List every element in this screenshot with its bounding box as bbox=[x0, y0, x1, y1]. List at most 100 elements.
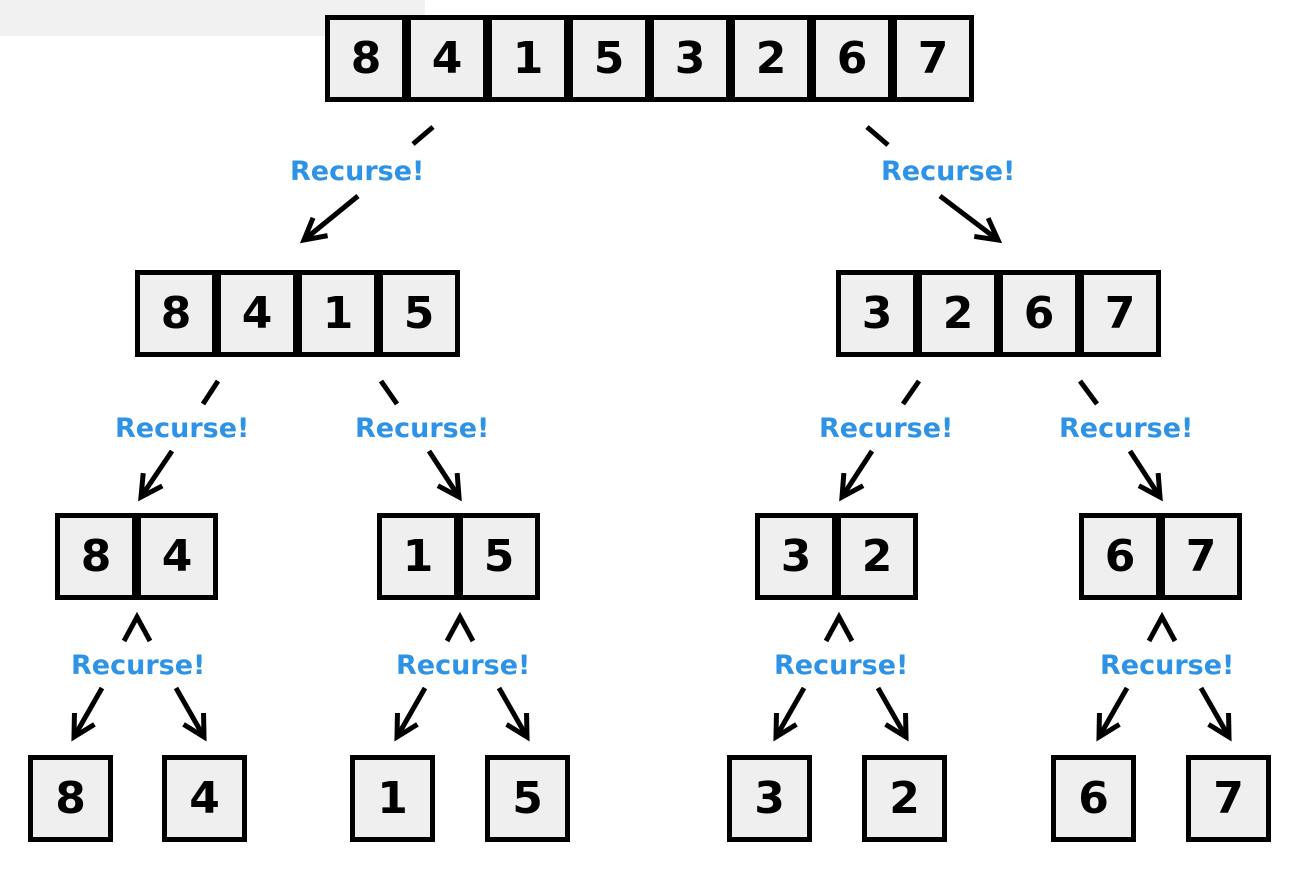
arrow-head bbox=[436, 472, 462, 502]
cell-value: 8 bbox=[80, 530, 112, 582]
array-cell: 1 bbox=[350, 755, 435, 842]
cell-value: 3 bbox=[780, 530, 812, 582]
array-cell: 5 bbox=[568, 15, 650, 102]
array-cell: 5 bbox=[378, 270, 460, 357]
cell-value: 6 bbox=[1078, 772, 1109, 824]
cell-value: 7 bbox=[1213, 772, 1244, 824]
array-cell: 2 bbox=[862, 755, 947, 842]
recurse-label: Recurse! bbox=[1059, 413, 1194, 444]
cell-value: 4 bbox=[161, 530, 193, 582]
array-cell: 6 bbox=[811, 15, 893, 102]
arrow-shaft-upper bbox=[200, 379, 221, 406]
arrow-shaft-lower bbox=[138, 449, 175, 499]
array-cell: 7 bbox=[892, 15, 974, 102]
caret-mark bbox=[444, 611, 476, 643]
array-cell: 8 bbox=[325, 15, 407, 102]
recurse-label: Recurse! bbox=[881, 156, 1016, 187]
array-cell: 5 bbox=[485, 755, 570, 842]
cell-value: 1 bbox=[402, 530, 434, 582]
array-cell: 6 bbox=[998, 270, 1080, 357]
cell-value: 5 bbox=[512, 772, 543, 824]
arrow-head bbox=[1207, 712, 1232, 742]
arrow-head bbox=[182, 712, 207, 742]
arrow-shaft-lower bbox=[1198, 686, 1232, 739]
cell-value: 6 bbox=[1104, 530, 1136, 582]
arrow-shaft-lower bbox=[773, 686, 807, 739]
array-cell: 2 bbox=[917, 270, 999, 357]
cell-value: 5 bbox=[593, 32, 625, 84]
array-cell: 4 bbox=[162, 755, 247, 842]
cell-value: 1 bbox=[377, 772, 408, 824]
recurse-label: Recurse! bbox=[290, 156, 425, 187]
array-cell: 2 bbox=[730, 15, 812, 102]
array-cell: 7 bbox=[1079, 270, 1161, 357]
array-cell: 1 bbox=[297, 270, 379, 357]
cell-value: 2 bbox=[889, 772, 920, 824]
cell-value: 8 bbox=[350, 32, 382, 84]
recurse-label: Recurse! bbox=[1100, 650, 1235, 681]
arrow-shaft-upper bbox=[378, 379, 400, 406]
recurse-label: Recurse! bbox=[819, 413, 954, 444]
arrow-head bbox=[973, 217, 1003, 244]
cell-value: 7 bbox=[1104, 287, 1136, 339]
cell-value: 1 bbox=[322, 287, 354, 339]
array-cell: 3 bbox=[727, 755, 812, 842]
arrow-shaft-lower bbox=[426, 449, 462, 499]
array-cell: 2 bbox=[836, 513, 918, 600]
array-cell: 6 bbox=[1079, 513, 1161, 600]
array-cell: 7 bbox=[1160, 513, 1242, 600]
arrow-shaft-lower bbox=[839, 449, 875, 499]
arrow-shaft-upper bbox=[1077, 379, 1100, 406]
cell-value: 3 bbox=[754, 772, 785, 824]
cell-value: 5 bbox=[403, 287, 435, 339]
cell-value: 2 bbox=[861, 530, 893, 582]
arrow-shaft-lower bbox=[302, 194, 360, 242]
cell-value: 7 bbox=[1185, 530, 1217, 582]
cell-value: 2 bbox=[755, 32, 787, 84]
arrow-shaft-lower bbox=[1127, 449, 1163, 499]
array-cell: 3 bbox=[649, 15, 731, 102]
array-cell: 1 bbox=[487, 15, 569, 102]
caret-mark bbox=[1146, 611, 1178, 643]
recurse-label: Recurse! bbox=[774, 650, 909, 681]
recurse-label: Recurse! bbox=[355, 413, 490, 444]
array-cell: 8 bbox=[28, 755, 113, 842]
arrow-shaft-lower bbox=[394, 686, 428, 739]
arrow-head bbox=[773, 712, 798, 742]
cell-value: 5 bbox=[483, 530, 515, 582]
arrow-shaft-lower bbox=[173, 686, 207, 739]
arrow-shaft-lower bbox=[875, 686, 909, 739]
caret-mark bbox=[121, 611, 153, 643]
array-cell: 8 bbox=[135, 270, 217, 357]
recurse-label: Recurse! bbox=[71, 650, 206, 681]
array-cell: 3 bbox=[836, 270, 918, 357]
array-cell: 4 bbox=[406, 15, 488, 102]
arrow-shaft-upper bbox=[411, 125, 435, 146]
array-cell: 1 bbox=[377, 513, 459, 600]
arrow-head bbox=[138, 472, 164, 502]
recurse-label: Recurse! bbox=[115, 413, 250, 444]
array-cell: 4 bbox=[136, 513, 218, 600]
cell-value: 1 bbox=[512, 32, 544, 84]
cell-value: 3 bbox=[674, 32, 706, 84]
cell-value: 7 bbox=[917, 32, 949, 84]
array-cell: 3 bbox=[755, 513, 837, 600]
arrow-head bbox=[1096, 712, 1121, 742]
arrow-head bbox=[394, 712, 419, 742]
arrow-shaft-lower bbox=[71, 686, 105, 739]
cell-value: 4 bbox=[241, 287, 273, 339]
array-cell: 5 bbox=[458, 513, 540, 600]
caret-mark bbox=[823, 611, 855, 643]
recurse-label: Recurse! bbox=[396, 650, 531, 681]
arrow-head bbox=[299, 216, 329, 244]
arrow-head bbox=[839, 472, 865, 502]
arrow-shaft-lower bbox=[1096, 686, 1130, 739]
array-cell: 4 bbox=[216, 270, 298, 357]
arrow-head bbox=[505, 712, 530, 742]
arrow-shaft-lower bbox=[938, 194, 1000, 242]
cell-value: 6 bbox=[1023, 287, 1055, 339]
cell-value: 6 bbox=[836, 32, 868, 84]
array-cell: 7 bbox=[1186, 755, 1271, 842]
